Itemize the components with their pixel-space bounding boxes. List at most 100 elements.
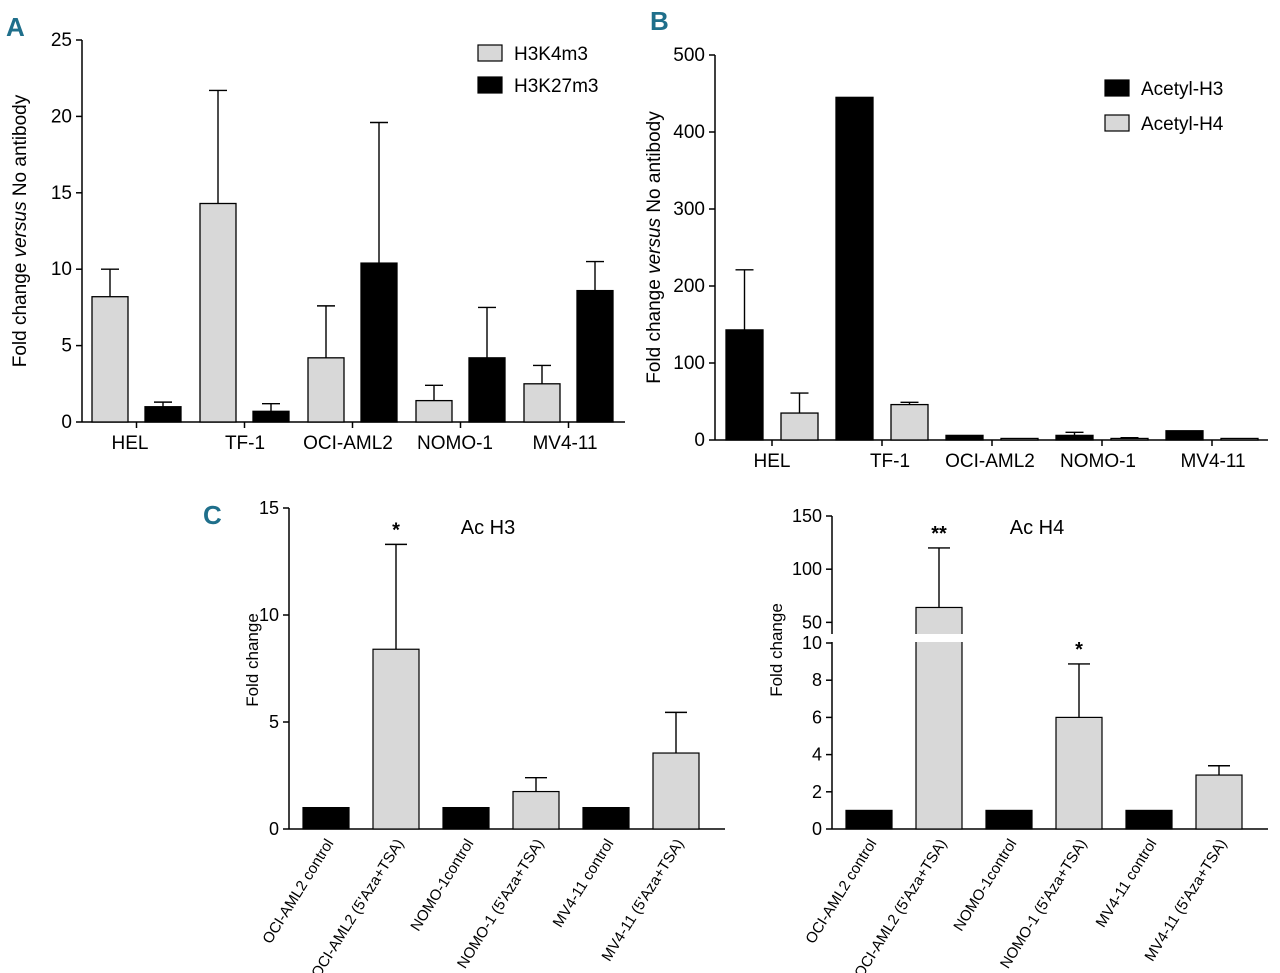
bar-acetyl-h4 bbox=[1220, 437, 1259, 441]
y-axis-label: Fold change bbox=[767, 603, 786, 697]
y-tick-label: 50 bbox=[802, 612, 822, 632]
x-category-label: MV4-11 control bbox=[1093, 836, 1161, 930]
bar-acetyl-h3 bbox=[945, 434, 984, 441]
legend-swatch bbox=[1104, 114, 1130, 132]
significance-mark: ** bbox=[931, 523, 947, 545]
bar-h3k4m3 bbox=[523, 383, 561, 423]
chart-title: Ac H3 bbox=[461, 517, 515, 539]
bar bbox=[915, 606, 963, 830]
x-category-label: MV4-11 bbox=[1180, 451, 1245, 472]
x-category-label: HEL bbox=[754, 451, 791, 472]
bar-h3k27m3 bbox=[252, 410, 290, 423]
bar-acetyl-h3 bbox=[835, 96, 874, 441]
x-category-label: NOMO-1control bbox=[950, 836, 1020, 934]
y-tick-label: 0 bbox=[61, 412, 72, 433]
y-tick-label: 8 bbox=[812, 670, 822, 690]
chart-a: 0 5 10 15 20 25 HEL TF-1 OCI-AML2 NOMO-1 MV4-11 Fol… bbox=[10, 30, 625, 454]
x-category-label: TF-1 bbox=[225, 433, 265, 454]
bar-acetyl-h4 bbox=[780, 412, 819, 441]
y-tick-label: 200 bbox=[673, 276, 705, 297]
bar bbox=[582, 806, 630, 830]
x-category-label: MV4-11 bbox=[532, 433, 597, 454]
bar-h3k27m3 bbox=[144, 406, 182, 423]
bar bbox=[652, 752, 700, 830]
bar-acetyl-h3 bbox=[1165, 430, 1204, 441]
y-axis-label-part: Fold change bbox=[644, 274, 665, 384]
significance-mark: * bbox=[392, 519, 400, 541]
y-axis-label-part: No antibody bbox=[10, 94, 31, 201]
y-tick-label: 10 bbox=[259, 605, 279, 625]
bar bbox=[1125, 809, 1173, 830]
legend-label: H3K4m3 bbox=[514, 44, 588, 65]
bar bbox=[1195, 774, 1243, 830]
bar-h3k4m3 bbox=[415, 399, 453, 423]
legend-swatch bbox=[477, 76, 503, 94]
bar bbox=[302, 806, 350, 830]
panel-letter-c: C bbox=[203, 500, 222, 530]
y-axis-label-part: versus bbox=[10, 201, 31, 257]
x-category-label: TF-1 bbox=[870, 451, 910, 472]
y-axis-label-part: Fold change bbox=[10, 257, 31, 367]
x-category-label: NOMO-1control bbox=[407, 836, 477, 934]
y-axis-label-part: No antibody bbox=[644, 111, 665, 218]
bar bbox=[442, 806, 490, 830]
y-tick-label: 400 bbox=[673, 122, 705, 143]
x-category-label: OCI-AML2 bbox=[945, 451, 1035, 472]
y-tick-label: 2 bbox=[812, 782, 822, 802]
legend-label: H3K27m3 bbox=[514, 76, 599, 97]
legend-label: Acetyl-H3 bbox=[1141, 79, 1223, 100]
x-category-label: NOMO-1 bbox=[1060, 451, 1136, 472]
legend-swatch bbox=[1104, 79, 1130, 97]
y-tick-label: 6 bbox=[812, 707, 822, 727]
y-axis-label: Fold change versus No antibody bbox=[644, 111, 665, 384]
axis-break-gap bbox=[824, 634, 1270, 642]
x-category-label: MV4-11 (5'Aza+TSA) bbox=[1141, 836, 1230, 964]
x-category-label: MV4-11 control bbox=[550, 836, 618, 930]
bar bbox=[512, 790, 560, 830]
significance-mark: * bbox=[1075, 639, 1083, 661]
x-category-label: HEL bbox=[112, 433, 149, 454]
y-tick-label: 15 bbox=[51, 183, 72, 204]
chart-title: Ac H4 bbox=[1010, 517, 1064, 539]
y-tick-label: 300 bbox=[673, 199, 705, 220]
y-tick-label: 20 bbox=[51, 106, 72, 127]
chart-c-ac-h4: OCI-AML2 control**OCI-AML2 (5'Aza+TSA) NO… bbox=[767, 506, 1270, 973]
y-tick-label: 5 bbox=[61, 336, 72, 357]
legend-label: Acetyl-H4 bbox=[1141, 114, 1224, 135]
y-axis-label-part: versus bbox=[644, 217, 665, 273]
x-category-label: NOMO-1 bbox=[417, 433, 493, 454]
x-category-label: MV4-11 (5'Aza+TSA) bbox=[598, 836, 687, 964]
bar bbox=[372, 648, 420, 830]
y-tick-label: 0 bbox=[269, 819, 279, 839]
y-tick-label: 100 bbox=[673, 353, 705, 374]
y-tick-label: 25 bbox=[51, 30, 72, 51]
bar-h3k4m3 bbox=[307, 357, 345, 423]
bar-acetyl-h4 bbox=[890, 403, 929, 441]
y-tick-label: 5 bbox=[269, 712, 279, 732]
bar-acetyl-h4 bbox=[1110, 437, 1149, 441]
bar-acetyl-h3 bbox=[725, 329, 764, 441]
panel-letter-b: B bbox=[650, 6, 669, 36]
legend-swatch bbox=[477, 44, 503, 62]
y-tick-label: 10 bbox=[802, 633, 822, 653]
bar bbox=[845, 809, 893, 830]
x-category-label: OCI-AML2 control bbox=[259, 836, 337, 947]
bar-h3k27m3 bbox=[360, 262, 398, 423]
y-tick-label: 10 bbox=[51, 259, 72, 280]
chart-c-ac-h3: OCI-AML2 control*OCI-AML2 (5'Aza+TSA) NOM… bbox=[243, 498, 725, 973]
x-category-label: OCI-AML2 control bbox=[802, 836, 880, 947]
bar-acetyl-h4 bbox=[1000, 437, 1039, 441]
y-tick-label: 4 bbox=[812, 745, 822, 765]
bar-h3k4m3 bbox=[199, 202, 237, 423]
bar-h3k27m3 bbox=[468, 357, 506, 423]
y-tick-label: 0 bbox=[812, 819, 822, 839]
y-axis-label: Fold change bbox=[243, 613, 262, 707]
chart-b: 0 100 200 300 400 500 HEL TF-1 OCI-AML2 NOMO-1 MV4… bbox=[644, 45, 1268, 472]
y-tick-label: 0 bbox=[694, 430, 705, 451]
bar bbox=[985, 809, 1033, 830]
bar-h3k27m3 bbox=[576, 289, 614, 423]
panel-letter-a: A bbox=[6, 12, 25, 42]
y-tick-label: 15 bbox=[259, 498, 279, 518]
x-category-label: OCI-AML2 bbox=[303, 433, 393, 454]
